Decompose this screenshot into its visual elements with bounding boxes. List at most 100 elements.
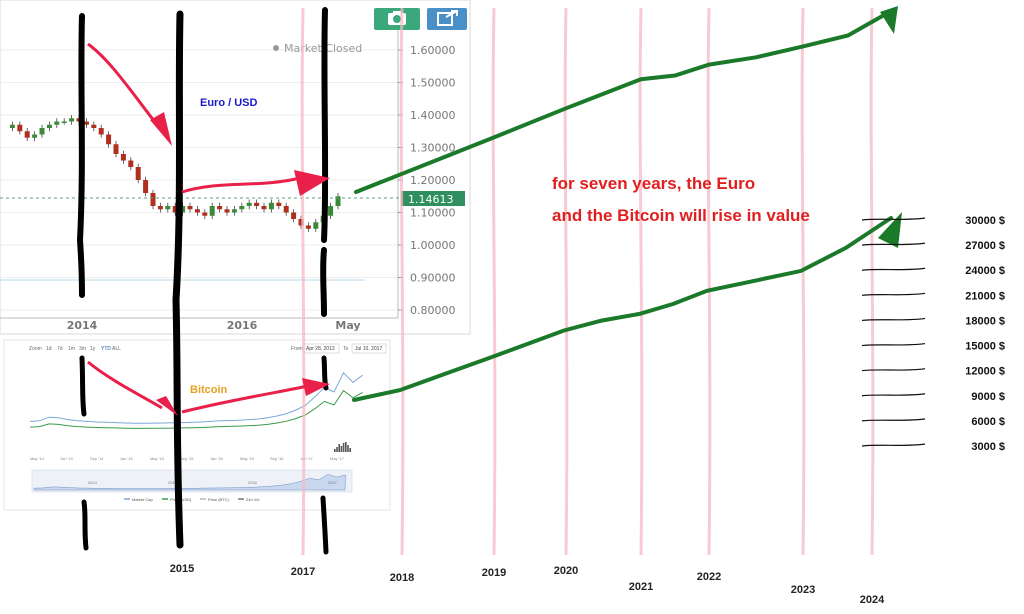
red-arrows: [87, 42, 330, 416]
eurusd-y-tick-label: 1.30000: [410, 142, 456, 155]
bitcoin-x-tick-label: May '17: [330, 456, 345, 461]
black-marker-lines: [76, 7, 329, 555]
bitcoin-zoom-options: 1d 7d 1m 3m 1y YTD ALL: [46, 346, 121, 352]
bitcoin-to-label: To: [343, 346, 349, 352]
annotation-line1: for seven years, the Euro: [552, 174, 755, 193]
eurusd-chart-title: Euro / USD: [200, 97, 258, 109]
eurusd-candle: [209, 206, 215, 216]
bitcoin-forecast-line: [352, 216, 893, 402]
price-level-mark: [861, 342, 926, 347]
price-level-label: 9000 $: [971, 391, 1005, 403]
bitcoin-zoom-option[interactable]: 1d: [46, 346, 52, 352]
eurusd-candle: [305, 225, 311, 229]
year-guide-line: [706, 7, 712, 556]
year-label: 2021: [629, 581, 653, 593]
price-level-mark: [861, 418, 926, 422]
eurusd-candle: [39, 128, 45, 135]
bitcoin-x-tick-label: May '15: [150, 456, 165, 461]
eurusd-candle: [135, 167, 141, 180]
share-button[interactable]: [427, 8, 467, 30]
eurusd-y-tick-label: 1.10000: [410, 207, 456, 220]
year-guide-line: [491, 7, 497, 556]
eurusd-candle: [143, 180, 149, 193]
price-level-mark: [861, 443, 926, 447]
bitcoin-volume-bar: [347, 445, 349, 452]
eurusd-y-tick-label: 1.20000: [410, 174, 456, 187]
eurusd-y-tick-label: 1.00000: [410, 239, 456, 252]
eurusd-y-axis: 1.60000 1.50000 1.40000 1.30000 1.20000 1.100…: [397, 30, 456, 318]
eurusd-candle: [32, 134, 38, 138]
price-level-label: 12000 $: [965, 366, 1005, 378]
year-label: 2017: [291, 566, 315, 578]
bitcoin-from-label: From: [291, 346, 303, 352]
price-level-label: 6000 $: [971, 416, 1005, 428]
eurusd-candle: [202, 212, 208, 216]
eurusd-candle: [180, 206, 186, 213]
price-level-label: 27000 $: [965, 240, 1005, 252]
eurusd-candle: [150, 193, 156, 206]
bitcoin-zoom-option[interactable]: ALL: [112, 346, 121, 352]
bitcoin-zoom-option[interactable]: 3m: [79, 346, 86, 352]
bitcoin-volume-bar: [342, 443, 345, 452]
year-label: 2015: [170, 563, 194, 575]
bitcoin-forecast-arrowhead: [878, 212, 902, 248]
eurusd-candle: [231, 209, 237, 213]
bitcoin-chart-title: Bitcoin: [190, 384, 228, 396]
bitcoin-navigator-ticks: 2014 2015 2016 2017: [88, 480, 338, 485]
eurusd-candle: [254, 202, 260, 206]
camera-button[interactable]: [374, 8, 420, 30]
eurusd-candle: [165, 206, 171, 210]
price-level-mark: [861, 393, 926, 397]
year-labels: 2015 2017 2018 2019 2020 2021 2022 2023 2024: [170, 563, 885, 606]
bitcoin-x-tick-label: Jan '15: [120, 456, 134, 461]
year-label: 2023: [791, 584, 815, 596]
price-level-label: 30000 $: [965, 215, 1005, 227]
euro-forecast-arrowhead: [880, 6, 898, 34]
price-level-label: 3000 $: [971, 441, 1005, 453]
bitcoin-zoom-label: Zoom: [29, 346, 42, 352]
eurusd-y-tick-label: 0.80000: [410, 304, 456, 317]
eurusd-candle: [172, 206, 178, 213]
eurusd-candle: [246, 202, 252, 206]
bitcoin-navigator-tick: 2017: [328, 480, 338, 485]
bitcoin-zoom-option[interactable]: 1m: [68, 346, 75, 352]
eurusd-candle: [268, 202, 274, 210]
eurusd-y-tick-label: 1.40000: [410, 109, 456, 122]
bitcoin-navigator-tick: 2016: [248, 480, 258, 485]
bitcoin-zoom-option[interactable]: 1y: [90, 346, 96, 352]
bitcoin-x-tick-label: Sep '15: [180, 456, 194, 461]
bitcoin-x-tick-label: Jan '17: [300, 456, 314, 461]
eurusd-x-tick-label: 2014: [67, 319, 98, 332]
eurusd-price-tag-text: 1.14613: [408, 193, 454, 206]
eurusd-candle: [261, 206, 267, 210]
eurusd-candle: [194, 209, 200, 213]
price-level-mark: [861, 242, 926, 246]
eurusd-chart-panel: 1.60000 1.50000 1.40000 1.30000 1.20000 1.100…: [0, 0, 471, 335]
euro-forecast-line: [354, 8, 895, 194]
bitcoin-legend-label: Price (BTC): [208, 497, 230, 502]
eurusd-candle: [106, 134, 112, 145]
bitcoin-to-input[interactable]: [351, 343, 387, 354]
eurusd-candle: [9, 124, 15, 128]
bitcoin-x-tick-label: May '14: [30, 456, 45, 461]
bitcoin-legend-label: 24h Vol: [246, 497, 259, 502]
year-guide-line: [563, 7, 569, 556]
bitcoin-x-tick-label: Sep '14: [90, 456, 104, 461]
bitcoin-x-tick-label: Jan '16: [210, 456, 224, 461]
bitcoin-volume-bar: [338, 444, 340, 452]
eurusd-candle: [283, 206, 289, 213]
bitcoin-from-value: Apr 28, 2013: [306, 346, 335, 352]
year-guide-lines: [300, 7, 875, 556]
year-guide-line: [300, 7, 306, 556]
eurusd-y-tick-label: 0.90000: [410, 272, 456, 285]
eurusd-candle: [61, 121, 67, 123]
market-status-dot: [273, 45, 279, 51]
eurusd-candle: [328, 206, 334, 216]
eurusd-candle: [120, 154, 126, 161]
bitcoin-zoom-option[interactable]: 7d: [57, 346, 63, 352]
bitcoin-zoom-option[interactable]: YTD: [101, 346, 111, 352]
bitcoin-price-levels: 3000 $ 6000 $ 9000 $ 12000 $ 15000 $ 18000 $ 2…: [861, 215, 1005, 453]
eurusd-chart-border: [0, 0, 471, 335]
eurusd-candle: [24, 131, 30, 138]
bitcoin-chart-panel: Zoom 1d 7d 1m 3m 1y YTD ALL From Apr 28, 2013 …: [3, 339, 391, 511]
